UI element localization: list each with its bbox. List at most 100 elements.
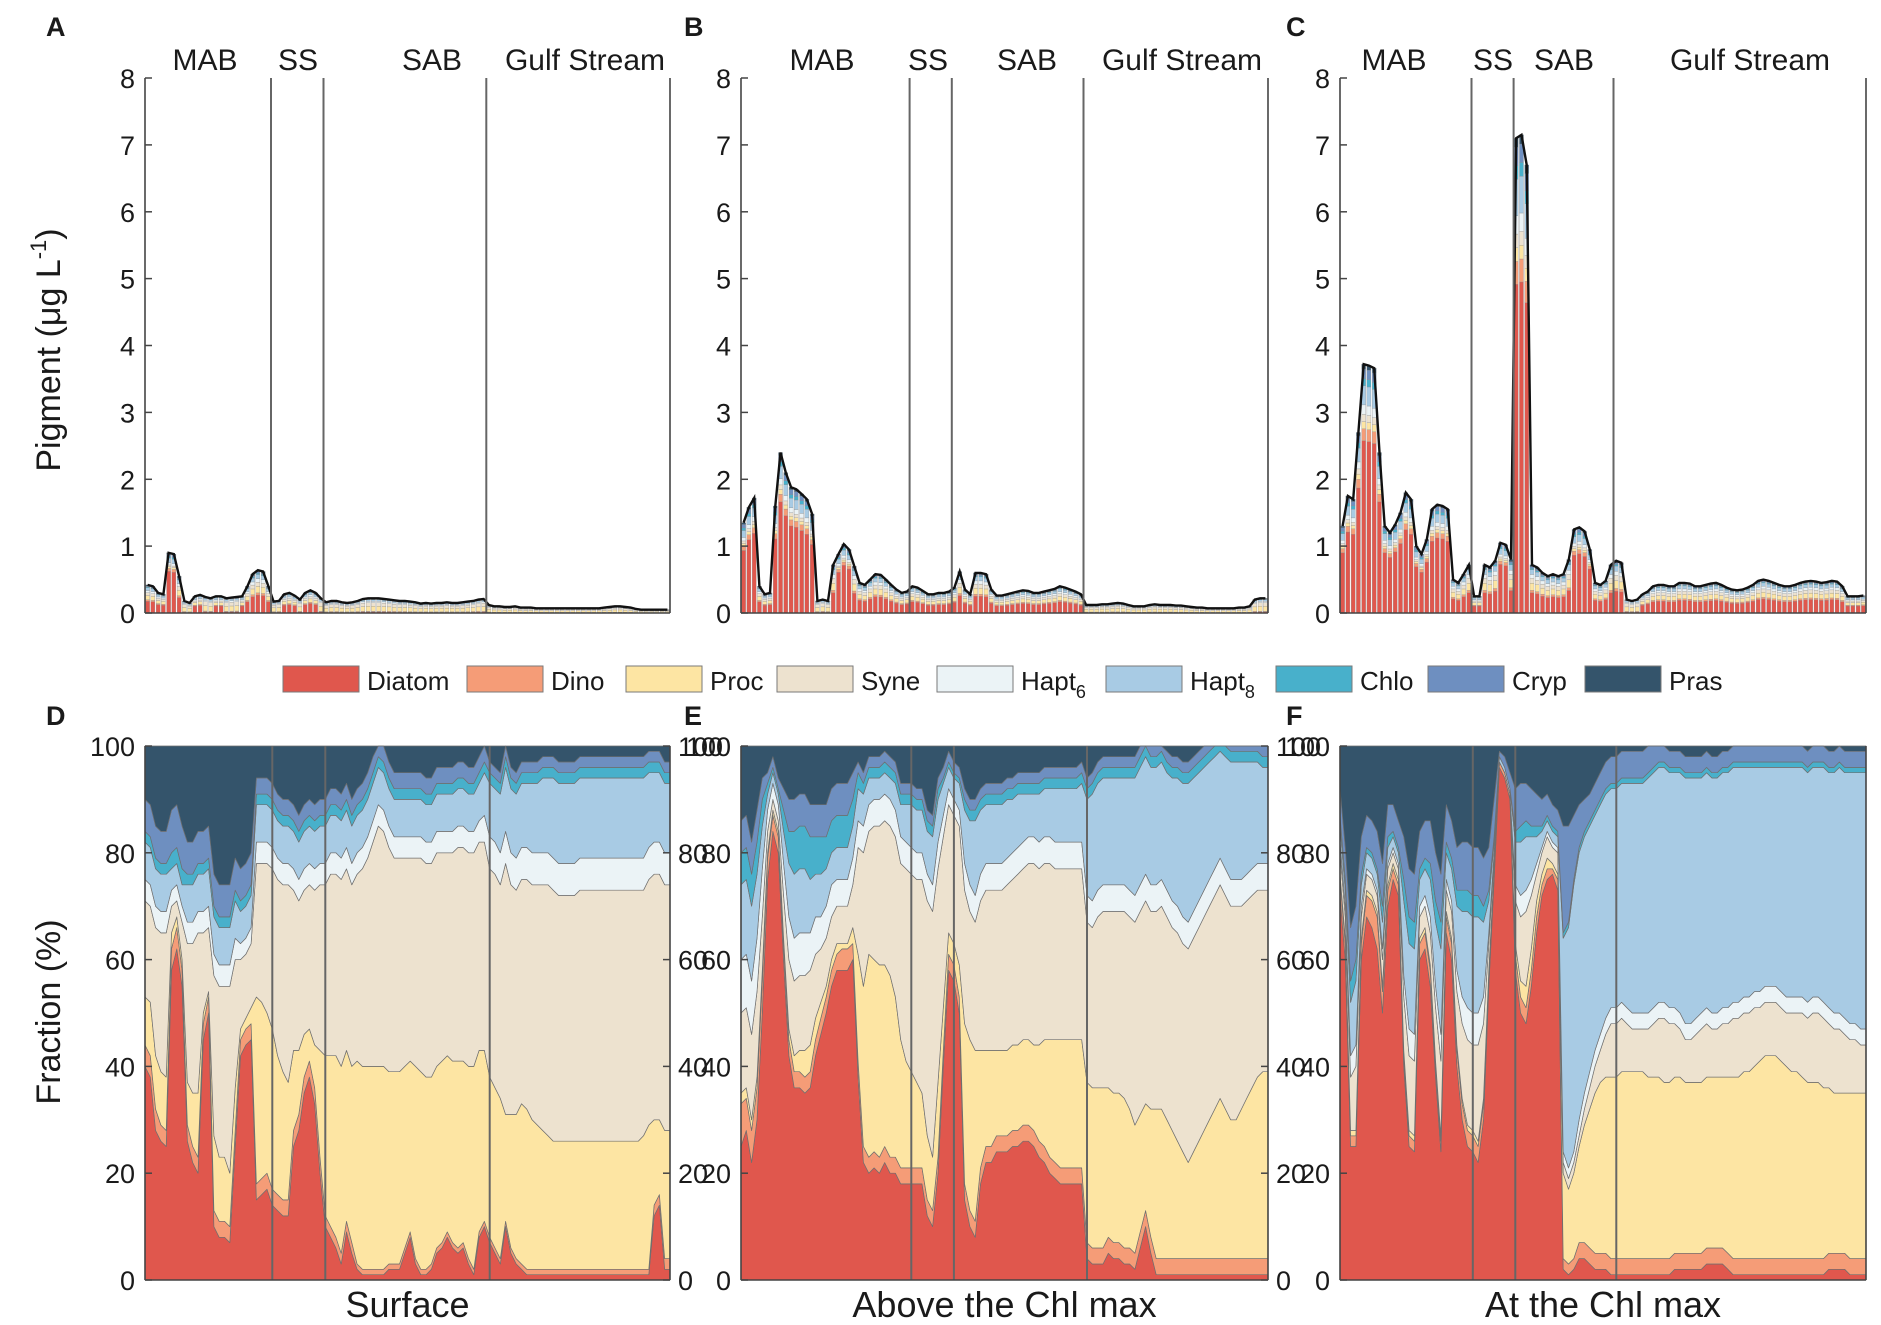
stacked-bar: [1782, 586, 1787, 614]
bar-segment-hapt6: [1855, 599, 1861, 602]
bar-segment-proc: [1231, 610, 1236, 613]
bar-segment-syne: [1571, 546, 1577, 549]
bar-segment-proc: [1403, 520, 1408, 525]
region-label: SAB: [997, 44, 1057, 77]
bar-segment-hapt6: [444, 604, 450, 606]
bar-segment-syne: [1850, 600, 1856, 603]
bar-segment-syne: [857, 591, 862, 595]
bar-segment-hapt6: [1582, 544, 1587, 549]
stacked-bar: [287, 592, 292, 614]
stacked-bar: [1777, 584, 1782, 614]
bar-segment-hapt6: [1640, 597, 1645, 600]
bar-segment-proc: [941, 600, 947, 604]
bar-segment-hapt6: [1798, 588, 1803, 592]
bar-segment-hapt6: [1598, 590, 1603, 593]
y-tick-label: 4: [120, 332, 135, 362]
stacked-bar: [1550, 574, 1556, 614]
bar-segment-diatom: [245, 601, 250, 614]
bar-segment-syne: [936, 598, 941, 601]
bar-segment-dino: [1834, 598, 1840, 600]
bar-segment-dino: [1666, 600, 1671, 602]
stacked-bar: [1808, 580, 1813, 614]
bar-segment-hapt6: [224, 601, 229, 603]
bar-segment-hapt6: [1724, 592, 1729, 595]
bar-segment-diatom: [915, 602, 920, 614]
bar-segment-proc: [1508, 579, 1514, 589]
bar-segment-syne: [1105, 606, 1110, 610]
bar-segment-syne: [1126, 607, 1131, 610]
bar-segment-hapt8: [1529, 569, 1535, 575]
stacked-bar: [1477, 596, 1482, 614]
bar-segment-cryp: [1440, 507, 1445, 513]
bar-segment-diatom: [899, 604, 904, 614]
bar-segment-proc: [757, 596, 762, 601]
region-label: SAB: [402, 44, 462, 77]
bar-segment-hapt6: [339, 604, 345, 606]
bar-segment-hapt6: [1845, 599, 1850, 602]
stacked-bar: [1556, 576, 1561, 614]
bar-segment-dino: [910, 600, 915, 602]
bar-segment-hapt8: [1713, 585, 1719, 590]
bar-segment-hapt6: [150, 591, 156, 594]
bar-segment-hapt6: [1687, 589, 1692, 592]
bar-segment-syne: [1687, 591, 1692, 595]
legend-swatch: [1584, 665, 1662, 693]
bar-segment-proc: [1026, 599, 1031, 603]
bar-segment-proc: [554, 610, 560, 613]
bar-segment-dino: [1010, 603, 1015, 605]
bar-segment-proc: [287, 600, 292, 604]
bar-segment-dino: [1803, 598, 1808, 600]
bar-segment-hapt6: [1435, 522, 1440, 527]
bar-segment-syne: [1184, 608, 1189, 611]
bar-segment-diatom: [1047, 603, 1052, 614]
bar-segment-dino: [1750, 599, 1756, 602]
bar-segment-hapt6: [1850, 599, 1856, 602]
bar-segment-syne: [1540, 583, 1545, 589]
bar-segment-hapt6: [1440, 523, 1445, 528]
bar-segment-dino: [920, 602, 926, 604]
bar-segment-diatom: [1487, 593, 1493, 614]
bar-segment-hapt8: [197, 596, 203, 599]
bar-segment-proc: [1698, 596, 1703, 601]
y-tick-label: 40: [105, 1052, 135, 1082]
bar-segment-hapt6: [1004, 597, 1010, 600]
stacked-bar: [329, 600, 334, 614]
bar-segment-chlo: [978, 575, 983, 578]
bar-segment-dino: [1020, 602, 1026, 604]
bar-segment-dino: [983, 594, 989, 597]
bar-segment-proc: [1020, 598, 1026, 603]
bar-segment-dino: [746, 534, 752, 541]
bar-segment-dino: [1761, 597, 1766, 600]
bar-segment-hapt6: [815, 603, 820, 605]
bar-segment-proc: [1829, 592, 1834, 599]
bar-segment-syne: [1120, 606, 1126, 609]
bar-segment-diatom: [946, 603, 952, 614]
bar-segment-diatom: [1382, 552, 1387, 614]
bar-segment-hapt8: [1550, 577, 1556, 583]
bar-segment-hapt8: [1487, 571, 1493, 577]
bar-segment-hapt6: [465, 603, 471, 606]
y-tick-label-right: 80: [678, 839, 708, 869]
bar-segment-syne: [1382, 543, 1387, 547]
bar-segment-syne: [1798, 591, 1803, 595]
legend-item-proc: Proc: [625, 665, 763, 696]
stacked-bar: [1057, 586, 1063, 614]
bar-segment-syne: [1257, 602, 1263, 607]
bar-segment-diatom: [1798, 600, 1803, 614]
bar-segment-hapt6: [381, 601, 387, 604]
bar-segment-proc: [931, 601, 936, 605]
bar-segment-proc: [1503, 560, 1508, 563]
bar-segment-dino: [1450, 597, 1456, 600]
bar-segment-dino: [1582, 552, 1587, 557]
bar-segment-proc: [1247, 609, 1252, 613]
bar-segment-hapt6: [250, 581, 255, 586]
region-label: SS: [908, 44, 948, 77]
bar-segment-dino: [1608, 590, 1614, 593]
bar-segment-proc: [968, 601, 973, 605]
bar-segment-dino: [1703, 599, 1708, 602]
bar-segment-hapt8: [386, 600, 392, 603]
bar-segment-syne: [460, 605, 465, 609]
bar-segment-syne: [762, 599, 767, 602]
bar-segment-hapt6: [371, 601, 376, 603]
bar-segment-hapt8: [941, 594, 947, 598]
